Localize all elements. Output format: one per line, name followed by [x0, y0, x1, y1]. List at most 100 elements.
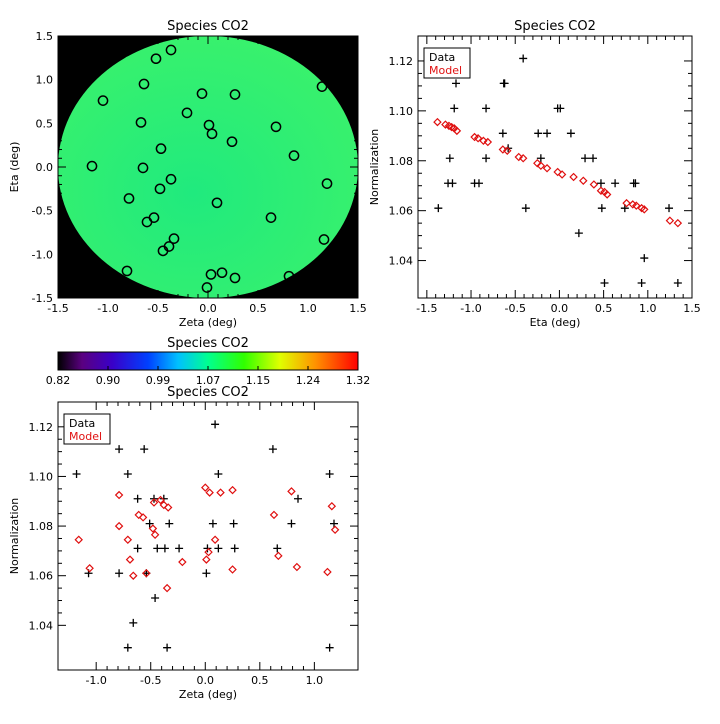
x-axis-label: Eta (deg) [530, 316, 581, 329]
model-point-diamond [201, 483, 210, 492]
y-tick-label: -1.5 [32, 292, 53, 305]
colorbar: Species CO2 0.82 0.90 0.99 1.07 1.15 1.24 1.32 [46, 336, 371, 387]
data-point-plus [211, 420, 220, 429]
model-point-diamond [287, 487, 296, 496]
data-point-plus [452, 79, 461, 88]
data-point-plus [450, 104, 459, 113]
source-marker-circle [265, 212, 277, 224]
colorbar-tick-label: 1.15 [246, 374, 271, 387]
colorbar-tick-label: 0.90 [96, 374, 121, 387]
data-point-plus [153, 544, 162, 553]
x-tick-label: 0.5 [249, 302, 267, 315]
model-point-diamond [148, 524, 158, 533]
model-point-diamond [473, 134, 483, 143]
y-axis-label: Normalization [8, 498, 21, 574]
chart-title: Species CO2 [514, 19, 596, 34]
x-tick-label: -1.0 [460, 302, 481, 315]
model-point-diamond [138, 513, 148, 522]
model-point-diamond [579, 176, 588, 185]
model-point-diamond [149, 498, 159, 507]
y-tick-label: 1.08 [389, 155, 414, 168]
model-point-diamond [274, 551, 283, 561]
source-marker-circle [270, 121, 282, 133]
model-point-diamond [557, 170, 567, 179]
x-axis-label: Zeta (deg) [179, 688, 237, 701]
data-point-plus [145, 519, 154, 528]
data-point-plus [287, 519, 296, 528]
x-tick-label: 1.0 [639, 302, 657, 315]
source-marker-circle [97, 95, 109, 106]
source-marker-circle [168, 233, 180, 244]
model-point-diamond [589, 180, 599, 189]
model-point-diamond [178, 557, 187, 567]
model-point-diamond [569, 172, 578, 182]
data-point-plus [519, 54, 528, 63]
model-point-diamond [483, 137, 493, 147]
plot-frame [57, 401, 359, 671]
data-point-plus [208, 519, 217, 528]
source-marker-circle [288, 150, 300, 161]
model-point-diamond [632, 201, 641, 210]
chart-norm-vs-zeta: -1.0 -0.5 0.0 0.5 1.0 1.04 1.06 1.08 1.10 1.12 Spe… [8, 385, 359, 701]
x-tick-label: -1.5 [416, 302, 437, 315]
data-point-plus [129, 618, 138, 627]
source-marker-circle [165, 173, 177, 185]
data-point-plus [165, 519, 174, 528]
model-point-diamond [204, 547, 213, 557]
model-point-diamond [602, 190, 612, 199]
data-point-plus [498, 129, 507, 138]
data-point-plus [600, 279, 609, 288]
field-disk [58, 36, 358, 298]
colorbar-tick-label: 0.82 [46, 374, 71, 387]
source-marker-circle [121, 265, 133, 277]
data-point-plus [500, 79, 509, 88]
model-point-diamond [470, 132, 479, 142]
colorbar-tick-label: 1.32 [346, 374, 371, 387]
x-tick-label: 1.0 [306, 674, 324, 687]
data-point-plus [556, 104, 565, 113]
source-marker-circle [137, 162, 149, 174]
model-point-diamond [503, 146, 512, 156]
data-point-plus [673, 279, 682, 288]
model-point-diamond [163, 503, 173, 512]
data-point-plus [574, 229, 583, 238]
x-tick-label: 1.5 [683, 302, 701, 315]
model-point-diamond [74, 535, 83, 544]
y-axis-label: Eta (deg) [8, 142, 21, 193]
model-point-diamond [640, 205, 649, 214]
y-tick-label: 1.08 [29, 520, 54, 533]
model-point-diamond [156, 495, 165, 505]
data-point-plus [325, 469, 334, 478]
chart-title: Species CO2 [167, 19, 249, 34]
legend-model-label: Model [429, 64, 462, 77]
data-point-plus [229, 519, 238, 528]
y-tick-label: 1.06 [389, 205, 414, 218]
model-point-diamond [452, 126, 462, 136]
legend-model-label: Model [69, 430, 102, 443]
data-point-plus [637, 279, 646, 288]
legend-data-label: Data [429, 51, 455, 64]
model-point-diamond [327, 501, 337, 511]
model-point-diamond [228, 485, 237, 495]
model-point-diamond [553, 167, 562, 177]
y-tick-label: 1.04 [389, 255, 414, 268]
chart-sky-map: -1.5 -1.0 -0.5 0.0 0.5 1.0 1.5 -1.5 -1.0 -0.5 0.0 0… [8, 19, 367, 329]
plot-frame [417, 35, 693, 299]
data-point-plus [589, 154, 598, 163]
y-tick-label: 1.12 [29, 421, 54, 434]
model-point-diamond [142, 568, 151, 578]
data-point-plus [543, 129, 552, 138]
data-point-plus [434, 204, 443, 213]
model-point-diamond [433, 117, 442, 127]
model-point-diamond [596, 186, 606, 195]
data-point-plus [482, 154, 491, 163]
data-point-plus [72, 469, 81, 478]
x-tick-label: 0.0 [551, 302, 569, 315]
data-point-plus [448, 179, 457, 188]
model-point-diamond [323, 567, 332, 577]
model-point-diamond [123, 535, 133, 544]
model-point-diamond [518, 154, 528, 163]
legend-box [63, 413, 111, 445]
